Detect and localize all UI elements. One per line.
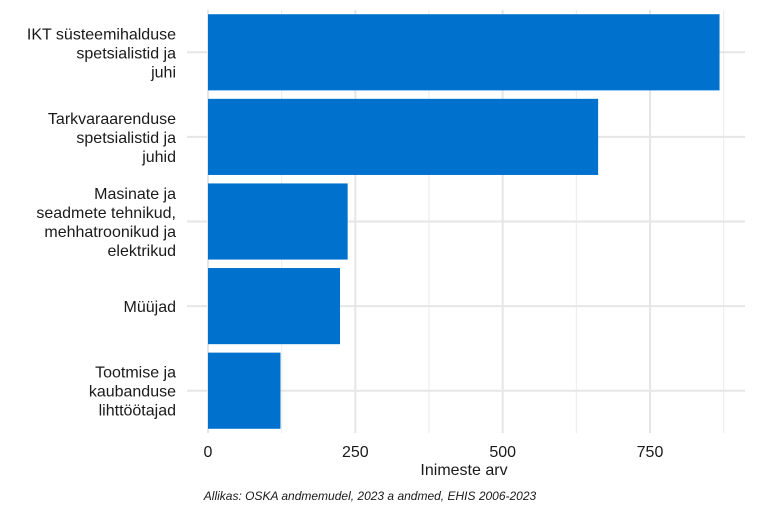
x-axis-ticks: 0 250 500 750 — [204, 444, 664, 461]
bar — [208, 98, 599, 175]
category-label: Masinate ja seadmete tehnikud, mehhatrooni… — [36, 186, 176, 260]
x-tick-label: 250 — [342, 444, 369, 461]
category-label: Müüjad — [124, 299, 176, 316]
x-tick-label: 0 — [204, 444, 213, 461]
bar — [208, 352, 281, 429]
category-labels: IKT süsteemihalduse spetsialistid ja juhi T… — [27, 26, 176, 419]
category-label: Tootmise ja kaubanduse lihttöötajad — [89, 365, 176, 420]
x-tick-label: 500 — [489, 444, 516, 461]
bar — [208, 183, 348, 260]
category-label: IKT süsteemihalduse spetsialistid ja juhi — [27, 26, 176, 81]
x-axis-title: Inimeste arv — [420, 462, 507, 479]
bars — [208, 14, 720, 429]
source-caption: Allikas: OSKA andmemudel, 2023 a andmed,… — [203, 489, 537, 503]
x-tick-label: 750 — [637, 444, 664, 461]
category-label: Tarkvaraarenduse spetsialistid ja juhid — [48, 111, 176, 166]
bar — [208, 268, 341, 345]
bar — [208, 14, 720, 91]
